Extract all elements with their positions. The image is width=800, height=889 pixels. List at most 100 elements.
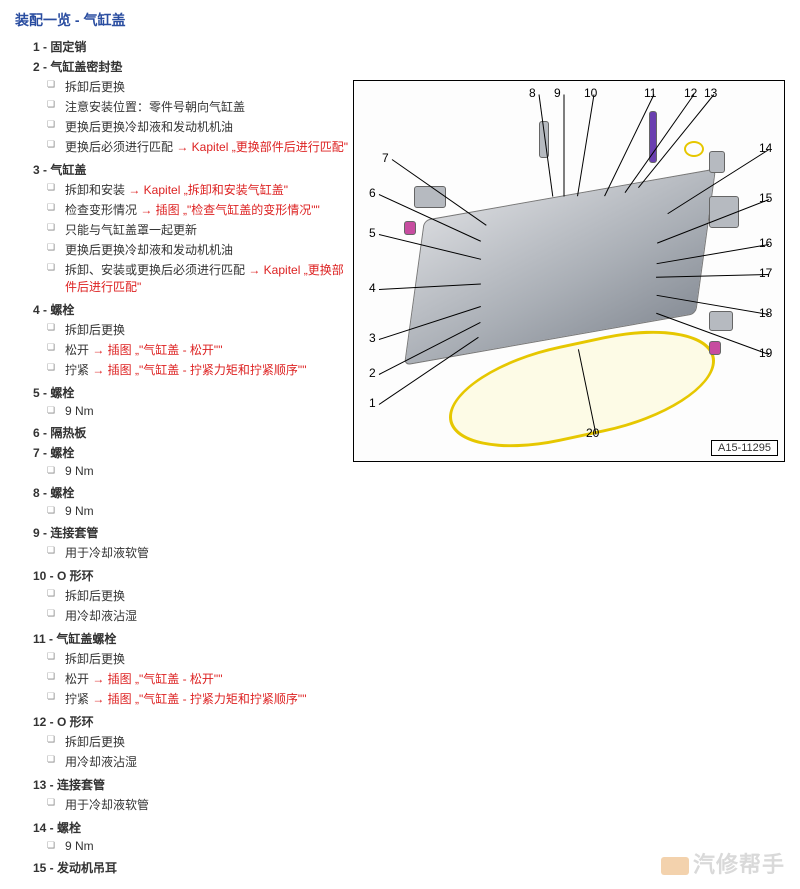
sub-text: 拆卸后更换 — [65, 80, 125, 94]
parts-list: 1 - 固定销2 - 气缸盖密封垫拆卸后更换注意安装位置：零件号朝向气缸盖更换后… — [15, 38, 350, 876]
sub-text: 更换后更换冷却液和发动机机油 — [65, 120, 233, 134]
callout-4: 4 — [369, 281, 376, 295]
sub-item: 拆卸后更换 — [65, 78, 350, 95]
sub-item: 9 Nm — [65, 839, 350, 853]
callout-10: 10 — [584, 86, 597, 100]
exploded-figure: A15-11295 891011121376543211415161718192… — [353, 80, 785, 462]
part-18 — [709, 311, 733, 331]
sub-text: 9 Nm — [65, 464, 94, 478]
item-13: 13 - 连接套管 — [33, 776, 350, 793]
sub-text: 用于冷却液软管 — [65, 546, 149, 560]
sub-text: 拆卸后更换 — [65, 323, 125, 337]
item-9-subs: 用于冷却液软管 — [65, 544, 350, 561]
callout-1: 1 — [369, 396, 376, 410]
sub-item: 松开 → 插图 „"气缸盖 - 松开"" — [65, 341, 350, 358]
callout-20: 20 — [586, 426, 599, 440]
callout-9: 9 — [554, 86, 561, 100]
sub-item: 检查变形情况 → 插图 „"检查气缸盖的变形情况"" — [65, 201, 350, 218]
sub-item: 更换后更换冷却液和发动机机油 — [65, 118, 350, 135]
sub-text: 更换后必须进行匹配 — [65, 140, 176, 154]
sub-text: 松开 — [65, 672, 92, 686]
sub-item: 拆卸后更换 — [65, 650, 350, 667]
sub-text: 拧紧 — [65, 692, 92, 706]
sub-text: 松开 — [65, 343, 92, 357]
callout-2: 2 — [369, 366, 376, 380]
sub-item: 9 Nm — [65, 504, 350, 518]
item-4: 4 - 螺栓 — [33, 301, 350, 318]
item-5-subs: 9 Nm — [65, 404, 350, 418]
sub-item: 拆卸后更换 — [65, 321, 350, 338]
part-19 — [709, 341, 721, 355]
item-7: 7 - 螺栓 — [33, 444, 350, 461]
sub-text: 9 Nm — [65, 839, 94, 853]
sub-text: 9 Nm — [65, 404, 94, 418]
part-6 — [414, 186, 446, 208]
item-12-subs: 拆卸后更换用冷却液沾湿 — [65, 733, 350, 770]
cross-ref-link[interactable]: → 插图 „"气缸盖 - 松开"" — [92, 343, 222, 357]
item-10-subs: 拆卸后更换用冷却液沾湿 — [65, 587, 350, 624]
cross-ref-link[interactable]: → 插图 „"检查气缸盖的变形情况"" — [140, 203, 319, 217]
item-2: 2 - 气缸盖密封垫 — [33, 58, 350, 75]
figure-reference: A15-11295 — [711, 440, 778, 456]
item-11: 11 - 气缸盖螺栓 — [33, 630, 350, 647]
sub-item: 用于冷却液软管 — [65, 544, 350, 561]
sub-text: 9 Nm — [65, 504, 94, 518]
sub-text: 拆卸后更换 — [65, 589, 125, 603]
cross-ref-link[interactable]: → 插图 „"气缸盖 - 松开"" — [92, 672, 222, 686]
sub-item: 更换后必须进行匹配 → Kapitel „更换部件后进行匹配" — [65, 138, 350, 155]
item-8: 8 - 螺栓 — [33, 484, 350, 501]
item-15: 15 - 发动机吊耳 — [33, 859, 350, 876]
sub-text: 用于冷却液软管 — [65, 798, 149, 812]
item-13-subs: 用于冷却液软管 — [65, 796, 350, 813]
item-1: 1 - 固定销 — [33, 38, 350, 55]
watermark: 汽修帮手 — [661, 847, 785, 879]
callout-8: 8 — [529, 86, 536, 100]
sub-item: 用冷却液沾湿 — [65, 753, 350, 770]
callout-6: 6 — [369, 186, 376, 200]
cross-ref-link[interactable]: → 插图 „"气缸盖 - 拧紧力矩和拧紧顺序"" — [92, 692, 306, 706]
item-12: 12 - O 形环 — [33, 713, 350, 730]
sub-item: 只能与气缸盖罩一起更新 — [65, 221, 350, 238]
sub-text: 用冷却液沾湿 — [65, 609, 137, 623]
callout-line-7 — [392, 159, 487, 226]
item-11-subs: 拆卸后更换松开 → 插图 „"气缸盖 - 松开""拧紧 → 插图 „"气缸盖 -… — [65, 650, 350, 707]
part-14 — [709, 151, 725, 173]
cross-ref-link[interactable]: → 插图 „"气缸盖 - 拧紧力矩和拧紧顺序"" — [92, 363, 306, 377]
callout-3: 3 — [369, 331, 376, 345]
callout-5: 5 — [369, 226, 376, 240]
sub-item: 松开 → 插图 „"气缸盖 - 松开"" — [65, 670, 350, 687]
item-5: 5 - 螺栓 — [33, 384, 350, 401]
item-3-subs: 拆卸和安装 → Kapitel „拆卸和安装气缸盖" 检查变形情况 → 插图 „"… — [65, 181, 350, 295]
item-10: 10 - O 形环 — [33, 567, 350, 584]
cross-ref-link[interactable]: → Kapitel „拆卸和安装气缸盖" — [128, 183, 288, 197]
callout-line-10 — [577, 94, 594, 196]
sub-item: 用冷却液沾湿 — [65, 607, 350, 624]
item-3: 3 - 气缸盖 — [33, 161, 350, 178]
page-title: 装配一览 - 气缸盖 — [15, 10, 785, 30]
sub-item: 拧紧 → 插图 „"气缸盖 - 拧紧力矩和拧紧顺序"" — [65, 361, 350, 378]
part-12 — [684, 141, 704, 157]
cross-ref-link[interactable]: → Kapitel „更换部件后进行匹配" — [176, 140, 348, 154]
sub-text: 检查变形情况 — [65, 203, 140, 217]
sub-text: 拆卸后更换 — [65, 735, 125, 749]
watermark-icon — [661, 857, 689, 875]
callout-17: 17 — [759, 266, 772, 280]
callout-16: 16 — [759, 236, 772, 250]
item-4-subs: 拆卸后更换松开 → 插图 „"气缸盖 - 松开"" 拧紧 → 插图 „"气缸盖 -… — [65, 321, 350, 378]
item-7-subs: 9 Nm — [65, 464, 350, 478]
sub-item: 注意安装位置：零件号朝向气缸盖 — [65, 98, 350, 115]
callout-11: 11 — [644, 86, 656, 100]
item-14: 14 - 螺栓 — [33, 819, 350, 836]
item-14-subs: 9 Nm — [65, 839, 350, 853]
callout-line-9 — [564, 95, 565, 197]
sub-item: 拆卸后更换 — [65, 587, 350, 604]
sub-item: 拆卸、安装或更换后必须进行匹配 → Kapitel „更换部件后进行匹配" — [65, 261, 350, 295]
sub-text: 拆卸和安装 — [65, 183, 128, 197]
part-5 — [404, 221, 416, 235]
sub-item: 9 Nm — [65, 464, 350, 478]
sub-text: 拆卸后更换 — [65, 652, 125, 666]
sub-text: 只能与气缸盖罩一起更新 — [65, 223, 197, 237]
callout-7: 7 — [382, 151, 389, 165]
sub-text: 拆卸、安装或更换后必须进行匹配 — [65, 263, 248, 277]
sub-item: 拆卸和安装 → Kapitel „拆卸和安装气缸盖" — [65, 181, 350, 198]
